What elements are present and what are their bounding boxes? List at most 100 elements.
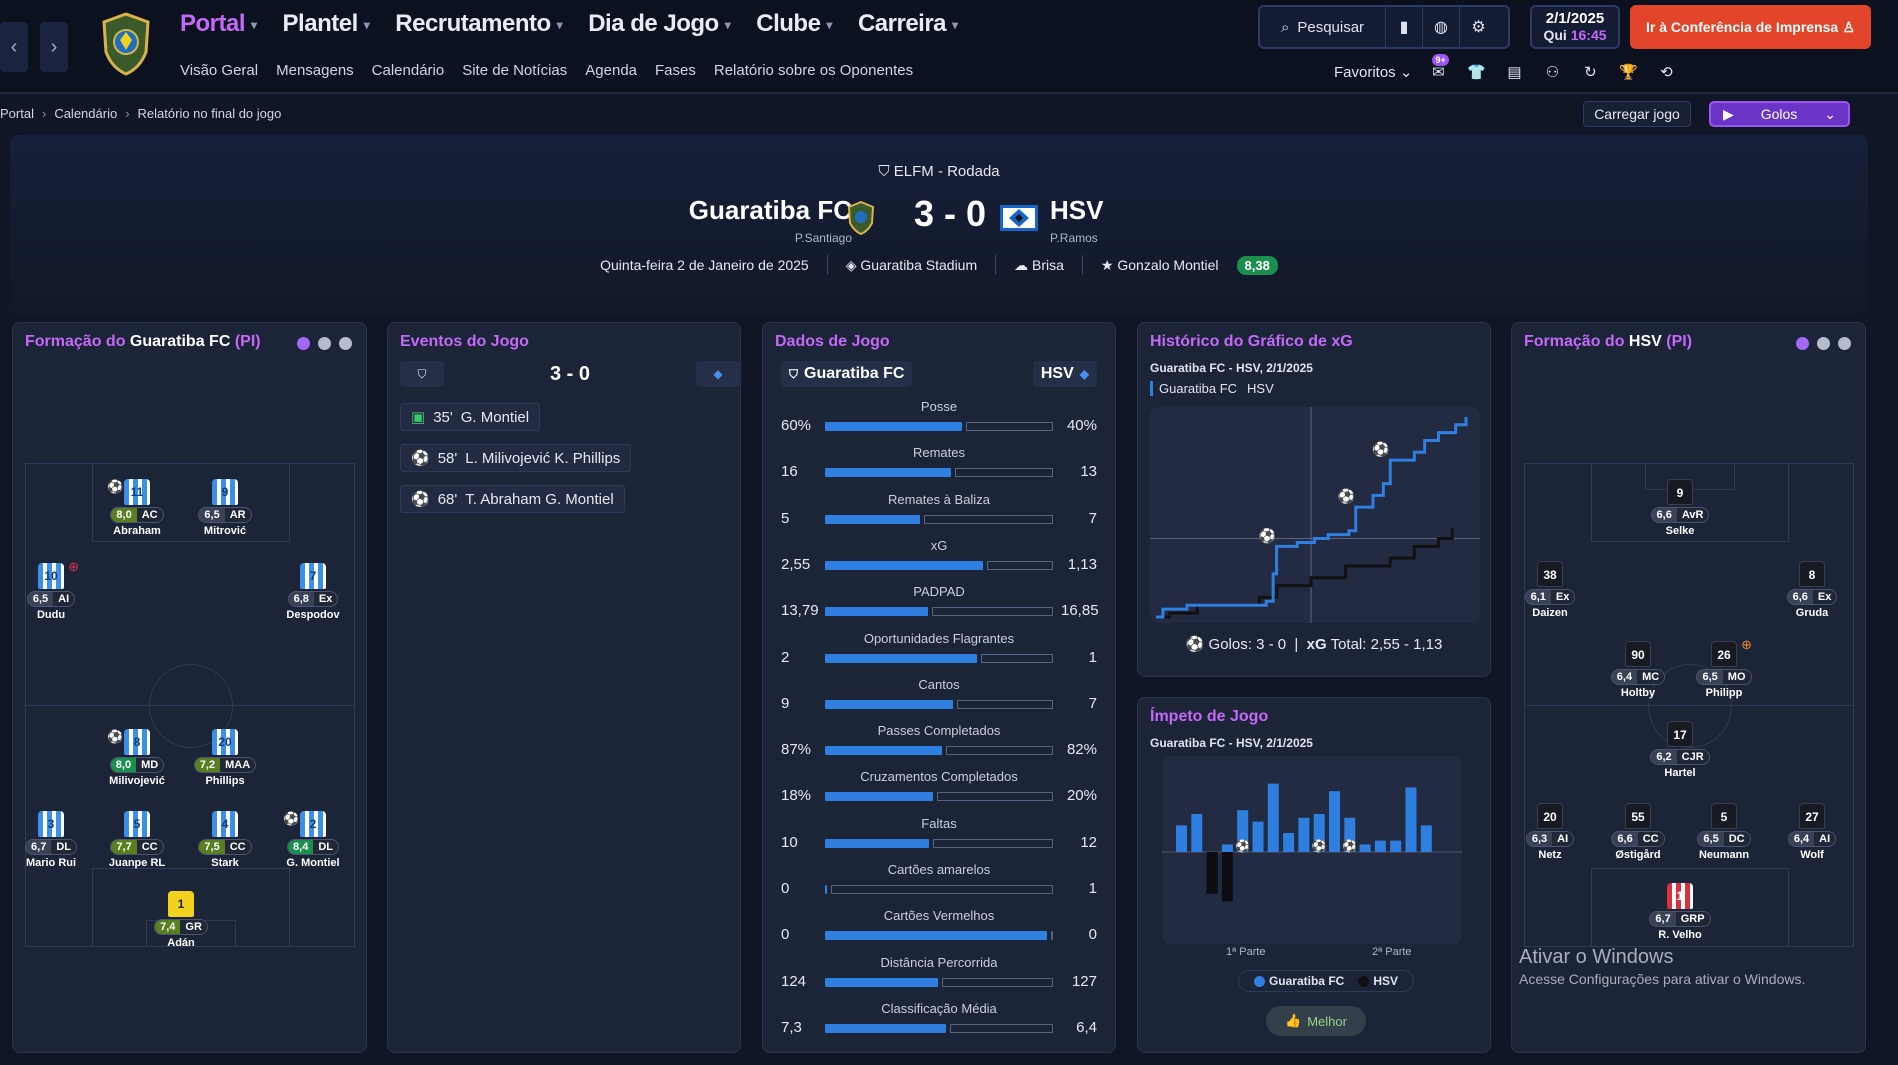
shirt-icon: 20 — [1537, 803, 1563, 829]
back-button[interactable]: ‹ — [0, 22, 28, 72]
xg-chart[interactable]: ⚽ ⚽ ⚽ — [1150, 407, 1480, 623]
momentum-chart[interactable]: ⚽ ⚽ ⚽ — [1162, 756, 1462, 944]
submenu-mensagens[interactable]: Mensagens — [276, 62, 354, 79]
player-card[interactable]: 8 8,0 MD Milivojević ⚽ — [97, 729, 177, 787]
stat-away-value: 7 — [1088, 694, 1097, 712]
best-button[interactable]: 👍 Melhor — [1266, 1006, 1366, 1036]
player-card[interactable]: 5 7,7 CC Juanpe RL — [97, 811, 177, 869]
player-position: MO — [1722, 670, 1751, 684]
goal-marker-icon[interactable]: ⚽ — [1337, 488, 1355, 505]
shirt-number: 17 — [1673, 728, 1687, 742]
home-team-name[interactable]: Guaratiba FC — [688, 195, 852, 225]
page-dot[interactable] — [297, 337, 310, 350]
legend-home: Guaratiba FC — [1159, 381, 1238, 396]
player-card[interactable]: 9 6,6 AvR Selke — [1640, 479, 1720, 537]
rating-chip: 7,2 MAA — [193, 757, 257, 773]
stat-away-value: 13 — [1080, 463, 1097, 481]
player-of-match[interactable]: ★ Gonzalo Montiel — [1100, 256, 1219, 273]
goal-marker-icon[interactable]: ⚽ — [1371, 441, 1389, 458]
breadcrumb-calendario[interactable]: Calendário — [54, 106, 118, 121]
event-item[interactable]: ▣ 35' G. Montiel — [400, 403, 541, 431]
menu-recrutamento[interactable]: Recrutamento ▾ — [395, 10, 563, 37]
globe-icon[interactable]: ◍ — [1423, 7, 1460, 47]
player-card[interactable]: 1 6,7 GRP R. Velho — [1640, 883, 1720, 941]
menu-clube[interactable]: Clube ▾ — [756, 10, 832, 37]
player-card[interactable]: 9 6,5 AR Mitrović — [185, 479, 265, 537]
stat-row: Oportunidades Flagrantes 2 1 — [781, 631, 1097, 677]
menu-dia-de-jogo[interactable]: Dia de Jogo ▾ — [588, 10, 731, 37]
submenu-relatorio-oponentes[interactable]: Relatório sobre os Oponentes — [713, 62, 914, 79]
player-card[interactable]: 90 6,4 MC Holtby — [1598, 641, 1678, 699]
event-item[interactable]: ⚽ 58' L. Milivojević K. Phillips — [400, 444, 632, 472]
submenu-fases[interactable]: Fases — [655, 62, 696, 79]
goal-marker-icon[interactable]: ⚽ — [1341, 839, 1357, 853]
player-card[interactable]: 38 6,1 Ex Daizen — [1510, 561, 1590, 619]
page-dot[interactable] — [1817, 337, 1830, 350]
player-card[interactable]: 5 6,5 DC Neumann — [1684, 803, 1764, 861]
stadium[interactable]: ◈ Guaratiba Stadium — [845, 256, 978, 273]
menu-portal[interactable]: Portal ▾ — [180, 10, 257, 37]
player-card[interactable]: 8 6,6 Ex Gruda — [1772, 561, 1852, 619]
player-card[interactable]: 7 6,8 Ex Despodov — [273, 563, 353, 621]
player-card[interactable]: 10 6,5 AI Dudu ⊕ — [11, 559, 91, 621]
event-item[interactable]: ⚽ 68' T. Abraham G. Montiel — [400, 485, 625, 513]
chevron-right-icon: › — [41, 106, 47, 121]
thumbs-up-icon: 👍 — [1285, 1013, 1302, 1028]
page-dots — [297, 337, 352, 350]
shirt-icon[interactable]: 👕 — [1467, 64, 1486, 81]
stat-bars — [825, 653, 1053, 663]
bookmark-icon[interactable]: ▮ — [1386, 7, 1423, 47]
history-icon[interactable]: ⟲ — [1660, 64, 1673, 81]
stat-row: Posse 60% 40% — [781, 399, 1097, 445]
goal-marker-icon[interactable]: ⚽ — [1311, 839, 1327, 853]
tactics-board-icon[interactable]: ▤ — [1507, 64, 1522, 81]
page-dot[interactable] — [1796, 337, 1809, 350]
press-conference-button[interactable]: Ir à Conferência de Imprensa ♙ — [1630, 5, 1871, 49]
submenu-visao-geral[interactable]: Visão Geral — [180, 62, 259, 79]
page-dot[interactable] — [318, 337, 331, 350]
player-name: Phillips — [205, 775, 245, 787]
goals-dropdown[interactable]: ▶ Golos ⌄ — [1709, 101, 1850, 127]
menu-carreira[interactable]: Carreira ▾ — [857, 10, 958, 37]
refresh-icon[interactable]: ↻ — [1584, 64, 1597, 81]
goal-marker-icon[interactable]: ⚽ — [1258, 527, 1276, 544]
player-card[interactable]: 17 6,2 CJR Hartel — [1640, 721, 1720, 779]
submenu-calendario[interactable]: Calendário — [371, 62, 445, 79]
player-card[interactable]: 27 6,4 AI Wolf — [1772, 803, 1852, 861]
player-card[interactable]: 11 8,0 AC Abraham ⚽ — [97, 479, 177, 537]
load-match-button[interactable]: Carregar jogo — [1583, 101, 1691, 127]
menu-plantel[interactable]: Plantel ▾ — [282, 10, 370, 37]
stat-home-value: 18% — [781, 787, 812, 805]
date-time-box[interactable]: 2/1/2025 Qui 16:45 — [1530, 5, 1620, 49]
forward-button[interactable]: › — [40, 22, 68, 72]
trophy-icon[interactable]: 🏆 — [1619, 64, 1638, 81]
breadcrumb-portal[interactable]: Portal — [0, 106, 34, 121]
player-card[interactable]: 2 8,4 DL G. Montiel ⚽ — [273, 811, 353, 869]
search-button[interactable]: ⌕ Pesquisar — [1260, 7, 1386, 47]
submenu-site-noticias[interactable]: Site de Notícias — [462, 62, 568, 79]
player-card[interactable]: 1 7,4 GR Adán — [141, 891, 221, 949]
player-card[interactable]: 20 7,2 MAA Phillips — [185, 729, 265, 787]
stat-label: Faltas — [921, 815, 957, 831]
squad-icon[interactable]: ⚇ — [1545, 64, 1560, 81]
player-position: Ex — [313, 592, 338, 606]
page-dot[interactable] — [1838, 337, 1851, 350]
stat-label: PADPAD — [913, 584, 965, 600]
home-crest-icon: ⛉ — [400, 361, 444, 387]
stat-home-value: 9 — [781, 694, 790, 712]
stat-home-bar — [825, 422, 962, 431]
page-dot[interactable] — [339, 337, 352, 350]
favorites-dropdown[interactable]: Favoritos ⌄ — [1334, 64, 1413, 81]
player-card[interactable]: 3 6,7 DL Mario Rui — [11, 811, 91, 869]
submenu-agenda[interactable]: Agenda — [585, 62, 637, 79]
player-card[interactable]: 20 6,3 AI Netz — [1510, 803, 1590, 861]
player-card[interactable]: 4 7,5 CC Stark — [185, 811, 265, 869]
goal-marker-icon[interactable]: ⚽ — [1234, 839, 1250, 853]
club-crest-icon[interactable] — [100, 12, 152, 76]
messages-icon[interactable]: ✉ 9+ — [1426, 54, 1450, 84]
gear-icon[interactable]: ⚙ — [1471, 19, 1486, 36]
away-team-name[interactable]: HSV — [1050, 195, 1104, 225]
player-card[interactable]: 55 6,6 CC Østigård — [1598, 803, 1678, 861]
player-card[interactable]: 26 6,5 MO Philipp ⊕ — [1684, 637, 1764, 699]
stat-home-bar — [825, 514, 920, 524]
